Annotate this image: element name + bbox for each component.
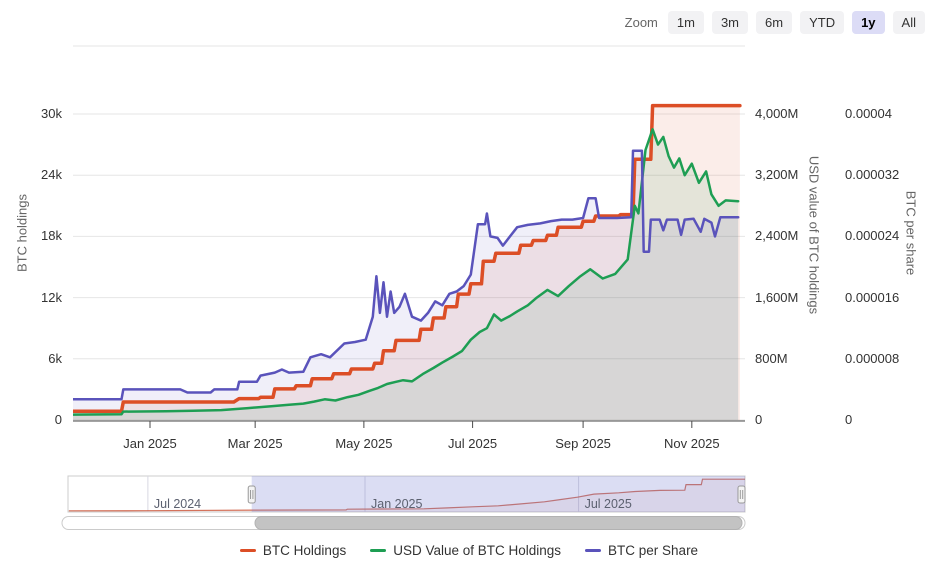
y-tick-label-btc-per-share: 0 — [845, 412, 853, 427]
legend-label: BTC per Share — [608, 543, 699, 558]
y-tick-label-usd-value: 1,600M — [755, 289, 799, 305]
x-tick-label: Jan 2025 — [123, 436, 177, 451]
navigator-series-area — [68, 479, 746, 512]
range-selector: Zoom 1m 3m 6m YTD 1y All — [625, 10, 925, 34]
y-tick-label-btc-per-share: 0.00004 — [845, 106, 892, 121]
navigator-handle-right[interactable] — [737, 485, 746, 504]
navigator-axis-label: Jul 2025 — [584, 497, 632, 511]
navigator-series-line — [68, 478, 745, 512]
range-button-1y[interactable]: 1y — [852, 10, 885, 34]
y-tick-label-btc-holdings: 30k — [41, 106, 62, 121]
y-tick-label-usd-value: 2,400M — [755, 228, 799, 244]
x-tick-label: May 2025 — [335, 436, 393, 451]
navigator-axis-label: Jan 2025 — [371, 497, 423, 511]
y-tick-label-usd-value: 0 — [755, 412, 763, 427]
y-axis-title-usd-value: USD value of BTC holdings — [806, 155, 822, 315]
y-axis-title-btc-per-share: BTC per share — [903, 190, 919, 276]
legend-marker-icon — [239, 549, 256, 552]
zoom-label: Zoom — [624, 14, 658, 30]
range-button-3m[interactable]: 3m — [711, 10, 749, 34]
range-button-all[interactable]: All — [892, 10, 925, 34]
y-tick-label-btc-per-share: 0.000032 — [845, 167, 900, 183]
series-area-0 — [73, 105, 740, 420]
series-area-1 — [73, 129, 739, 420]
range-button-1m[interactable]: 1m — [667, 10, 704, 34]
x-tick-label: Jul 2025 — [448, 436, 498, 451]
y-tick-label-btc-holdings: 12k — [41, 289, 62, 305]
legend: BTC Holdings USD Value of BTC Holdings BTC… — [0, 543, 938, 558]
legend-label: BTC Holdings — [262, 543, 347, 558]
legend-item[interactable]: BTC Holdings — [239, 543, 347, 558]
y-tick-label-btc-holdings: 18k — [41, 228, 62, 244]
x-tick-label: Sep 2025 — [555, 436, 611, 451]
range-button-6m[interactable]: 6m — [756, 10, 793, 34]
navigator-selected-mask[interactable] — [251, 476, 745, 512]
navigator-axis-label: Jul 2024 — [153, 497, 202, 511]
navigator-handle-left[interactable] — [247, 485, 256, 504]
x-tick-label: Nov 2025 — [663, 436, 720, 451]
legend-item[interactable]: BTC per Share — [585, 543, 698, 558]
y-tick-label-btc-holdings: 0 — [54, 412, 62, 427]
y-tick-label-btc-per-share: 0.000016 — [845, 289, 900, 305]
series-area-2 — [73, 150, 739, 420]
y-tick-label-usd-value: 3,200M — [755, 167, 799, 183]
legend-label: USD Value of BTC Holdings — [393, 543, 562, 558]
y-tick-label-usd-value: 800M — [755, 350, 788, 366]
series-line-0 — [73, 103, 742, 413]
series-line-2 — [73, 149, 740, 401]
range-button-ytd[interactable]: YTD — [800, 10, 845, 34]
legend-marker-icon — [370, 549, 387, 552]
y-tick-label-btc-per-share: 0.000008 — [845, 350, 900, 366]
navigator-outline[interactable] — [67, 475, 746, 513]
series-layer[interactable] — [72, 103, 742, 420]
y-tick-label-usd-value: 4,000M — [755, 106, 799, 121]
scrollbar-thumb[interactable] — [254, 516, 743, 530]
y-tick-label-btc-per-share: 0.000024 — [845, 228, 900, 244]
legend-marker-icon — [585, 549, 602, 552]
legend-item[interactable]: USD Value of BTC Holdings — [370, 543, 561, 558]
series-line-1 — [73, 128, 740, 416]
x-tick-label: Mar 2025 — [227, 436, 283, 451]
y-tick-label-btc-holdings: 6k — [48, 350, 62, 366]
y-tick-label-btc-holdings: 24k — [41, 167, 62, 183]
